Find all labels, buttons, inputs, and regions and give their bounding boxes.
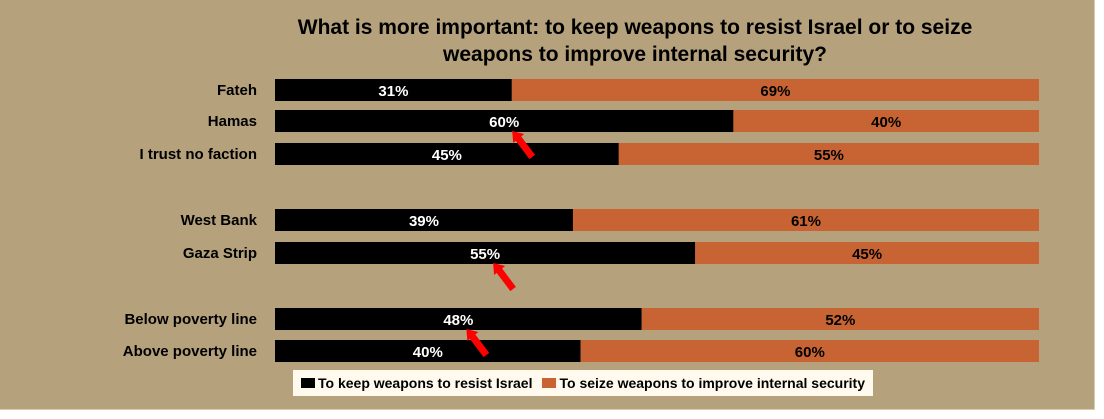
chart-plot: Fateh 31% 69% Hamas 60% 40% I trust no faction… (123, 79, 1040, 362)
category-label-hamas: Hamas (208, 113, 257, 130)
legend: To keep weapons to resist Israel To seiz… (293, 370, 873, 396)
bar-seize-i-trust-no-faction (618, 143, 1039, 165)
bar-keep-fateh (275, 79, 512, 101)
bar-seize-above-poverty-line (580, 340, 1039, 362)
data-label-keep-hamas: 60% (489, 114, 519, 131)
data-label-seize-west-bank: 61% (791, 213, 821, 230)
category-label-fateh: Fateh (217, 82, 257, 99)
bar-seize-west-bank (572, 209, 1039, 231)
data-label-seize-fateh: 69% (760, 83, 790, 100)
legend-item-keep: To keep weapons to resist Israel (301, 375, 532, 391)
highlight-arrow-icon (493, 263, 516, 292)
data-label-keep-gaza-strip: 55% (470, 246, 500, 263)
data-label-seize-above-poverty-line: 60% (795, 344, 825, 361)
chart-frame: What is more important: to keep weapons … (0, 0, 1095, 410)
legend-swatch-keep (301, 378, 315, 388)
data-label-seize-i-trust-no-faction: 55% (814, 147, 844, 164)
data-label-keep-below-poverty-line: 48% (443, 312, 473, 329)
data-label-seize-hamas: 40% (871, 114, 901, 131)
legend-label-keep: To keep weapons to resist Israel (318, 375, 533, 391)
data-label-keep-west-bank: 39% (409, 213, 439, 230)
data-label-keep-above-poverty-line: 40% (413, 344, 443, 361)
category-label-west-bank: West Bank (181, 212, 258, 229)
bar-seize-hamas (733, 110, 1039, 132)
bar-seize-gaza-strip (695, 242, 1039, 264)
legend-item-seize: To seize weapons to improve internal sec… (542, 375, 865, 391)
data-label-seize-gaza-strip: 45% (852, 246, 882, 263)
bar-keep-i-trust-no-faction (275, 143, 619, 165)
chart-title: What is more important: to keep weapons … (297, 16, 973, 66)
data-label-keep-i-trust-no-faction: 45% (432, 147, 462, 164)
bar-keep-below-poverty-line (275, 308, 642, 330)
legend-label-seize: To seize weapons to improve internal sec… (559, 375, 865, 391)
bar-keep-above-poverty-line (275, 340, 581, 362)
data-label-keep-fateh: 31% (378, 83, 408, 100)
legend-swatch-seize (542, 378, 557, 388)
bar-keep-gaza-strip (275, 242, 696, 264)
category-label-i-trust-no-faction: I trust no faction (140, 146, 258, 163)
highlight-arrow-icon (512, 131, 536, 160)
data-label-seize-below-poverty-line: 52% (825, 312, 855, 329)
bar-seize-below-poverty-line (641, 308, 1039, 330)
highlight-arrow-icon (466, 329, 490, 358)
bar-keep-hamas (275, 110, 734, 132)
bar-seize-fateh (511, 79, 1040, 101)
category-label-gaza-strip: Gaza Strip (183, 245, 257, 262)
category-label-below-poverty-line: Below poverty line (124, 311, 257, 328)
category-label-above-poverty-line: Above poverty line (123, 343, 257, 360)
bar-keep-west-bank (275, 209, 573, 231)
